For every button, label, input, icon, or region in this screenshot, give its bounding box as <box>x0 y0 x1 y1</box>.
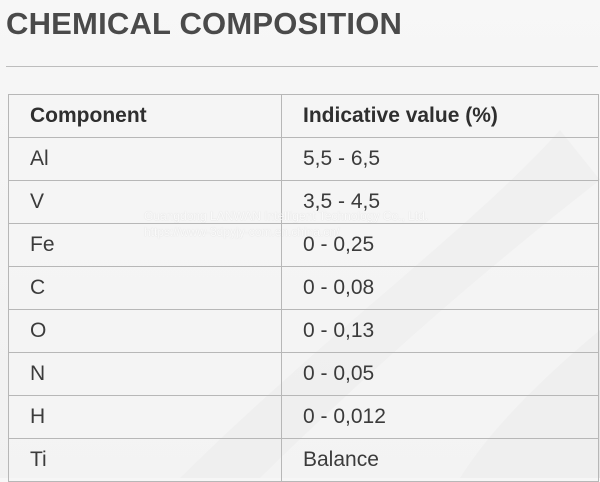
table-row: V 3,5 - 4,5 <box>8 180 599 224</box>
value-cell: 3,5 - 4,5 <box>281 180 599 224</box>
header-indicative-value: Indicative value (%) <box>281 94 599 138</box>
value-cell: 0 - 0,13 <box>281 309 599 353</box>
component-cell: C <box>8 266 282 310</box>
title-divider <box>6 66 598 67</box>
component-cell: Al <box>8 137 282 181</box>
value-cell: 0 - 0,05 <box>281 352 599 396</box>
value-cell: 0 - 0,25 <box>281 223 599 267</box>
component-cell: O <box>8 309 282 353</box>
component-cell: Fe <box>8 223 282 267</box>
page-title: CHEMICAL COMPOSITION <box>6 6 403 41</box>
table-row: Al 5,5 - 6,5 <box>8 137 599 181</box>
value-cell: 0 - 0,08 <box>281 266 599 310</box>
header-component: Component <box>8 94 282 138</box>
table-row: N 0 - 0,05 <box>8 352 599 396</box>
value-cell: 0 - 0,012 <box>281 395 599 439</box>
table-row: H 0 - 0,012 <box>8 395 599 439</box>
watermark: Guangdong LANWAN Intelligent Technology … <box>144 208 428 240</box>
component-cell: V <box>8 180 282 224</box>
table-row: O 0 - 0,13 <box>8 309 599 353</box>
watermark-company: Guangdong LANWAN Intelligent Technology … <box>144 209 429 223</box>
table-row: Ti Balance <box>8 438 599 482</box>
table-row: C 0 - 0,08 <box>8 266 599 310</box>
table-row: Fe 0 - 0,25 <box>8 223 599 267</box>
composition-table: Component Indicative value (%) Al 5,5 - … <box>8 94 599 482</box>
value-cell: 5,5 - 6,5 <box>281 137 599 181</box>
component-cell: N <box>8 352 282 396</box>
component-cell: Ti <box>8 438 282 482</box>
table-header-row: Component Indicative value (%) <box>8 94 599 138</box>
watermark-url: https://www-3dpyjy-com.en.china.cn/ <box>144 225 340 239</box>
component-cell: H <box>8 395 282 439</box>
value-cell: Balance <box>281 438 599 482</box>
